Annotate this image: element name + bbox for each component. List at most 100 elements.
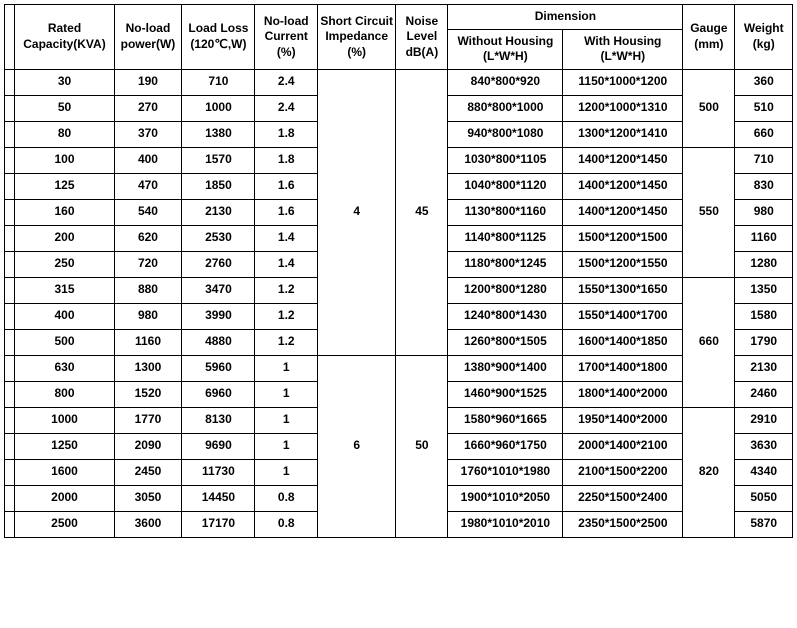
cell-short-circuit: 4 [318, 69, 396, 355]
cell-dim-with: 1550*1300*1650 [563, 277, 683, 303]
cell-noload-power: 880 [114, 277, 182, 303]
cell-dim-without: 940*800*1080 [448, 121, 563, 147]
cell-noload-power: 370 [114, 121, 182, 147]
cell-noload-current: 1.4 [255, 225, 318, 251]
cell-dim-with: 1400*1200*1450 [563, 147, 683, 173]
cell-weight: 710 [735, 147, 793, 173]
cell-stub [5, 459, 15, 485]
cell-stub [5, 277, 15, 303]
cell-noload-current: 1.2 [255, 277, 318, 303]
cell-dim-without: 1460*900*1525 [448, 381, 563, 407]
cell-dim-with: 1700*1400*1800 [563, 355, 683, 381]
cell-noise: 50 [396, 355, 448, 537]
cell-noload-current: 1 [255, 407, 318, 433]
cell-gauge: 550 [683, 147, 735, 277]
cell-noload-power: 1160 [114, 329, 182, 355]
header-weight: Weight (kg) [735, 5, 793, 70]
cell-capacity: 125 [15, 173, 114, 199]
cell-stub [5, 329, 15, 355]
cell-noload-current: 0.8 [255, 485, 318, 511]
header-dimension: Dimension [448, 5, 683, 30]
table-row: 301907102.4445840*800*9201150*1000*12005… [5, 69, 793, 95]
cell-load-loss: 6960 [182, 381, 255, 407]
cell-stub [5, 251, 15, 277]
cell-dim-with: 2250*1500*2400 [563, 485, 683, 511]
cell-dim-without: 1900*1010*2050 [448, 485, 563, 511]
cell-stub [5, 485, 15, 511]
cell-dim-with: 1400*1200*1450 [563, 173, 683, 199]
cell-weight: 360 [735, 69, 793, 95]
spec-table: Rated Capacity(KVA) No-load power(W) Loa… [4, 4, 793, 538]
header-without-housing: Without Housing (L*W*H) [448, 29, 563, 69]
cell-dim-without: 1980*1010*2010 [448, 511, 563, 537]
cell-capacity: 2000 [15, 485, 114, 511]
cell-noload-current: 1.8 [255, 147, 318, 173]
cell-weight: 2130 [735, 355, 793, 381]
cell-gauge: 660 [683, 277, 735, 407]
cell-load-loss: 8130 [182, 407, 255, 433]
cell-dim-with: 1400*1200*1450 [563, 199, 683, 225]
cell-weight: 4340 [735, 459, 793, 485]
cell-capacity: 1250 [15, 433, 114, 459]
cell-noload-power: 620 [114, 225, 182, 251]
cell-noload-power: 2450 [114, 459, 182, 485]
cell-load-loss: 1380 [182, 121, 255, 147]
cell-capacity: 400 [15, 303, 114, 329]
cell-noload-current: 0.8 [255, 511, 318, 537]
cell-noload-power: 470 [114, 173, 182, 199]
cell-dim-without: 1030*800*1105 [448, 147, 563, 173]
cell-dim-without: 1040*800*1120 [448, 173, 563, 199]
cell-weight: 2460 [735, 381, 793, 407]
cell-stub [5, 511, 15, 537]
table-row: 6301300596016501380*900*14001700*1400*18… [5, 355, 793, 381]
cell-weight: 5050 [735, 485, 793, 511]
cell-dim-without: 880*800*1000 [448, 95, 563, 121]
header-stub [5, 5, 15, 70]
table-header: Rated Capacity(KVA) No-load power(W) Loa… [5, 5, 793, 70]
cell-dim-with: 1550*1400*1700 [563, 303, 683, 329]
cell-gauge: 820 [683, 407, 735, 537]
cell-load-loss: 2530 [182, 225, 255, 251]
cell-noload-current: 1.6 [255, 199, 318, 225]
cell-noload-current: 1.8 [255, 121, 318, 147]
cell-noload-power: 3600 [114, 511, 182, 537]
cell-load-loss: 710 [182, 69, 255, 95]
cell-dim-with: 2100*1500*2200 [563, 459, 683, 485]
cell-stub [5, 303, 15, 329]
table-body: 301907102.4445840*800*9201150*1000*12005… [5, 69, 793, 537]
cell-dim-with: 1150*1000*1200 [563, 69, 683, 95]
cell-noload-power: 400 [114, 147, 182, 173]
cell-weight: 510 [735, 95, 793, 121]
cell-stub [5, 69, 15, 95]
cell-noload-power: 1520 [114, 381, 182, 407]
header-rated-capacity: Rated Capacity(KVA) [15, 5, 114, 70]
cell-dim-with: 1200*1000*1310 [563, 95, 683, 121]
cell-load-loss: 1570 [182, 147, 255, 173]
cell-stub [5, 433, 15, 459]
cell-dim-with: 1800*1400*2000 [563, 381, 683, 407]
cell-dim-with: 1300*1200*1410 [563, 121, 683, 147]
cell-weight: 980 [735, 199, 793, 225]
cell-noload-power: 270 [114, 95, 182, 121]
cell-load-loss: 14450 [182, 485, 255, 511]
cell-dim-without: 1580*960*1665 [448, 407, 563, 433]
cell-load-loss: 1850 [182, 173, 255, 199]
cell-load-loss: 4880 [182, 329, 255, 355]
cell-stub [5, 121, 15, 147]
cell-load-loss: 2130 [182, 199, 255, 225]
cell-noload-power: 720 [114, 251, 182, 277]
cell-noload-power: 540 [114, 199, 182, 225]
cell-dim-without: 1130*800*1160 [448, 199, 563, 225]
cell-capacity: 80 [15, 121, 114, 147]
cell-weight: 830 [735, 173, 793, 199]
header-load-loss: Load Loss (120℃,W) [182, 5, 255, 70]
cell-dim-without: 1760*1010*1980 [448, 459, 563, 485]
cell-capacity: 200 [15, 225, 114, 251]
cell-capacity: 30 [15, 69, 114, 95]
cell-noload-current: 2.4 [255, 95, 318, 121]
cell-load-loss: 5960 [182, 355, 255, 381]
cell-noload-current: 1.2 [255, 329, 318, 355]
cell-weight: 5870 [735, 511, 793, 537]
cell-weight: 660 [735, 121, 793, 147]
cell-dim-without: 840*800*920 [448, 69, 563, 95]
